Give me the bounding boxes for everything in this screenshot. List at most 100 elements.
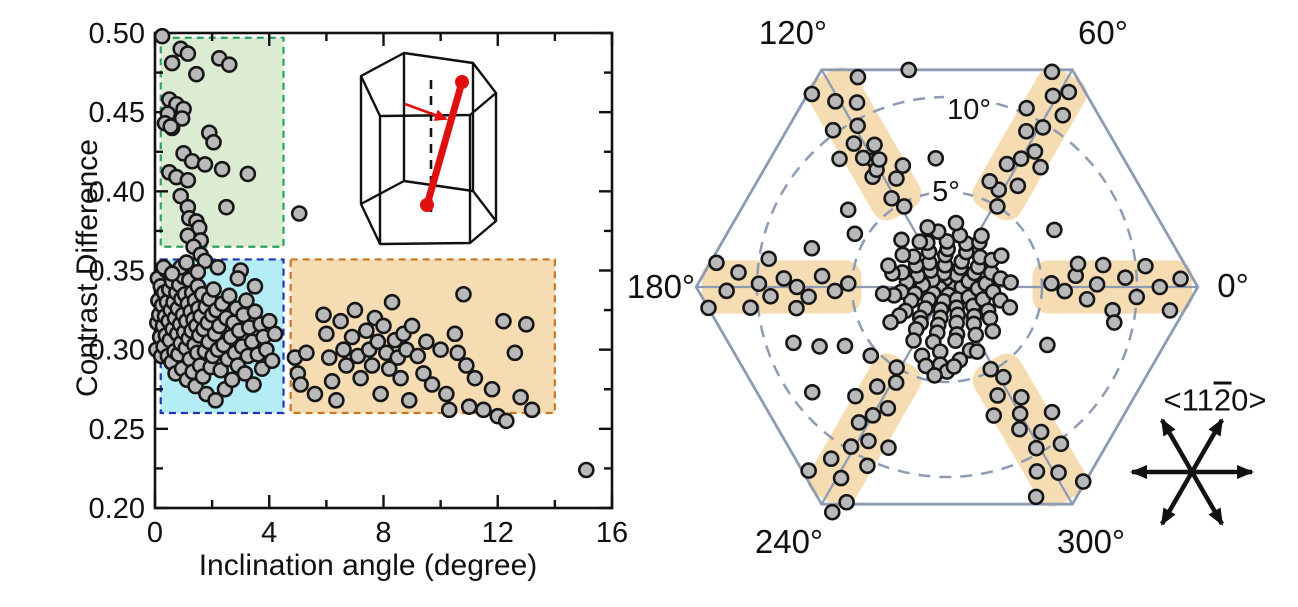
polar-point [845,135,863,152]
polar-point [730,264,747,281]
polar-point [1069,255,1087,273]
scatter-point [363,357,381,374]
scatter-point [315,306,332,324]
polar-angle-label-60: 60° [1078,14,1128,51]
x-axis-title: Inclination angle (degree) [198,549,538,582]
polar-point [864,407,882,424]
polar-point [1001,299,1019,316]
polar-point [803,85,821,103]
polar-point [1161,302,1179,319]
polar-point [762,287,779,305]
polar-point [823,503,841,521]
polar-point [1172,270,1189,288]
polar-point [900,61,918,79]
scatter-point [423,376,441,393]
direction-label-post: 0> [1231,382,1267,418]
polar-point [785,334,802,352]
polar-point [880,439,897,456]
polar-point [803,383,821,401]
polar-point [1039,336,1056,354]
polar-point [968,343,986,360]
radial-tick-label-10: 10° [944,94,994,125]
polar-point [854,149,872,167]
polar-point [927,149,945,167]
polar-point [1032,423,1050,441]
x-tick-label: 0 [147,517,163,549]
scatter-point [415,365,432,382]
polar-point [911,233,929,251]
scatter-point [449,344,467,362]
y-tick-label: 0.20 [89,493,145,525]
crystal-direction-compass [1130,418,1254,526]
scatter-point [352,369,369,387]
scatter-point [263,352,281,370]
polar-point [750,275,768,293]
polar-point [1028,439,1045,457]
polar-point [847,387,864,405]
scatter-point [332,312,349,330]
y-tick-label: 0.45 [89,97,145,129]
polar-point [839,275,857,292]
scatter-point [209,259,227,276]
polar-point [1088,276,1106,293]
polar-point [981,173,999,190]
polar-point [1117,269,1134,286]
polar-point [1078,290,1096,308]
polar-point [760,250,778,268]
scatter-point [372,385,389,403]
polar-point [860,432,877,450]
polar-point [1054,107,1072,124]
scatter-point [495,312,512,330]
y-tick-label: 0.50 [89,18,145,50]
scatter-point [205,133,222,151]
polar-point [1050,464,1067,481]
scatter-point [446,325,464,343]
direction-endpoint-dot [420,198,434,212]
compass-arrow-60 [1190,418,1224,474]
polar-point [718,282,735,300]
polar-point [1011,420,1028,438]
polar-point [1094,256,1112,274]
polar-point [982,360,1000,378]
x-tick-label: 4 [261,517,277,549]
scatter-point [577,461,595,479]
scatter-point [223,371,241,389]
polar-angle-label-180: 180° [626,268,696,305]
scatter-point [189,263,207,281]
scatter-point [483,380,501,398]
polar-point [800,462,817,479]
polar-point [887,374,905,391]
scatter-point [403,317,421,335]
polar-point [995,368,1012,386]
crystal-direction-label: <1120> [1163,380,1267,419]
scatter-point [245,376,262,393]
inclination-angle-arrow [404,102,448,121]
scatter-point [346,301,364,319]
polar-point [1046,221,1063,239]
scatter-point [460,398,478,415]
polar-point [1011,405,1029,422]
scatter-point [246,278,264,295]
polar-point [1044,87,1062,105]
scatter-point [392,369,409,387]
polar-point [826,282,844,300]
polar-point [882,313,899,331]
polar-point [708,254,725,272]
polar-point [838,493,855,511]
polar-point [775,270,793,287]
polar-point [1128,288,1146,306]
scatter-point [238,292,255,309]
direction-label-pre: <11 [1163,382,1214,418]
polar-point [870,151,888,168]
scatter-point [369,333,387,351]
direction-endpoint-dot [455,75,469,89]
x-tick-label: 16 [596,517,628,549]
inclined-direction-line [423,78,466,209]
scatter-point [328,392,345,409]
polar-point [967,326,985,344]
y-tick-label: 0.25 [89,414,145,446]
scatter-point [266,325,284,343]
scatter-point [320,349,338,366]
y-axis-title: Contrast Difference [71,139,104,397]
